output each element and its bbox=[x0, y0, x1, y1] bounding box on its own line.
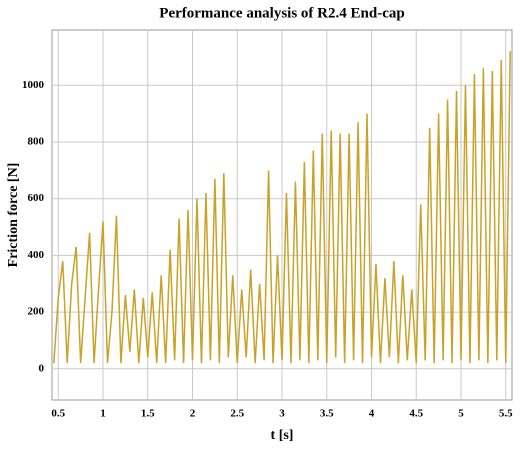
y-axis-label: Friction force [N] bbox=[6, 163, 21, 268]
x-tick-label: 3.5 bbox=[320, 408, 334, 420]
y-tick-label: 400 bbox=[28, 249, 45, 261]
y-tick-label: 800 bbox=[28, 136, 45, 148]
y-tick-label: 1000 bbox=[22, 79, 45, 91]
x-tick-label: 4 bbox=[369, 408, 375, 420]
x-tick-label: 1 bbox=[100, 408, 106, 420]
x-tick-label: 2.5 bbox=[230, 408, 244, 420]
x-tick-label: 5 bbox=[458, 408, 464, 420]
x-tick-label: 0.5 bbox=[51, 408, 65, 420]
y-tick-label: 0 bbox=[39, 362, 45, 374]
x-tick-label: 5.5 bbox=[499, 408, 513, 420]
x-axis-label: t [s] bbox=[271, 428, 294, 443]
data-line bbox=[53, 51, 511, 364]
x-tick-label: 3 bbox=[279, 408, 285, 420]
chart-title: Performance analysis of R2.4 End-cap bbox=[159, 5, 404, 21]
x-tick-label: 1.5 bbox=[141, 408, 155, 420]
y-tick-label: 200 bbox=[28, 306, 45, 318]
x-tick-label: 4.5 bbox=[409, 408, 423, 420]
x-tick-label: 2 bbox=[190, 408, 196, 420]
y-tick-label: 600 bbox=[28, 192, 45, 204]
